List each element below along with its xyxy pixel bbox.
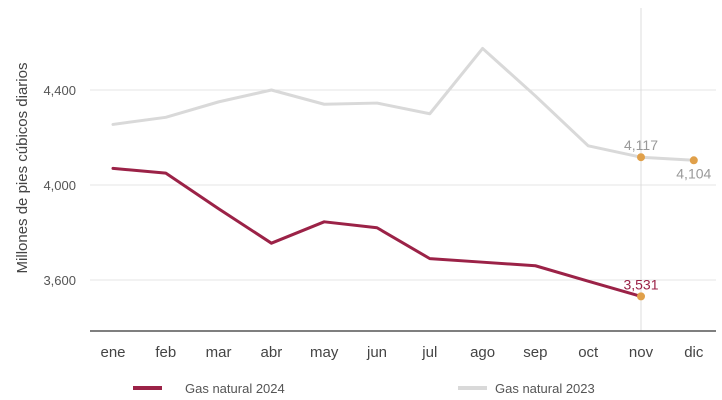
x-tick-label: may (310, 344, 339, 361)
legend: Gas natural 2024 Gas natural 2023 (133, 381, 595, 396)
y-tick-label: 4,400 (43, 83, 76, 98)
data-label: 4,104 (676, 165, 711, 181)
series-line-2024 (111, 166, 643, 298)
x-tick-label: ene (100, 344, 125, 361)
x-tick-label: feb (155, 344, 176, 361)
series-line-2023 (111, 46, 696, 162)
x-tick-label: ago (470, 344, 495, 361)
x-tick-label: sep (523, 344, 547, 361)
data-label: 3,531 (623, 276, 658, 292)
data-point-marker (637, 292, 645, 301)
x-tick-label: oct (578, 344, 599, 361)
grid-layer (90, 8, 716, 331)
x-tick-label: dic (684, 344, 704, 361)
x-tick-label: mar (206, 344, 232, 361)
y-tick-label: 4,000 (43, 178, 76, 193)
x-tick-label: jul (421, 344, 437, 361)
data-label: 4,117 (624, 137, 658, 153)
axis-layer: Millones de pies cúbicos diarios 3,600 4,… (14, 63, 716, 361)
x-tick-label: abr (261, 344, 283, 361)
legend-label-2024: Gas natural 2024 (185, 381, 285, 396)
x-tick-label: nov (629, 344, 654, 361)
y-axis-label: Millones de pies cúbicos diarios (14, 63, 31, 274)
label-layer: 3,531 4,117 4,104 (623, 137, 712, 301)
data-point-marker (637, 153, 645, 162)
data-point-marker (689, 156, 698, 165)
series-layer (111, 46, 696, 298)
y-tick-label: 3,600 (43, 273, 76, 288)
x-tick-label: jun (366, 344, 387, 361)
legend-label-2023: Gas natural 2023 (495, 381, 595, 396)
